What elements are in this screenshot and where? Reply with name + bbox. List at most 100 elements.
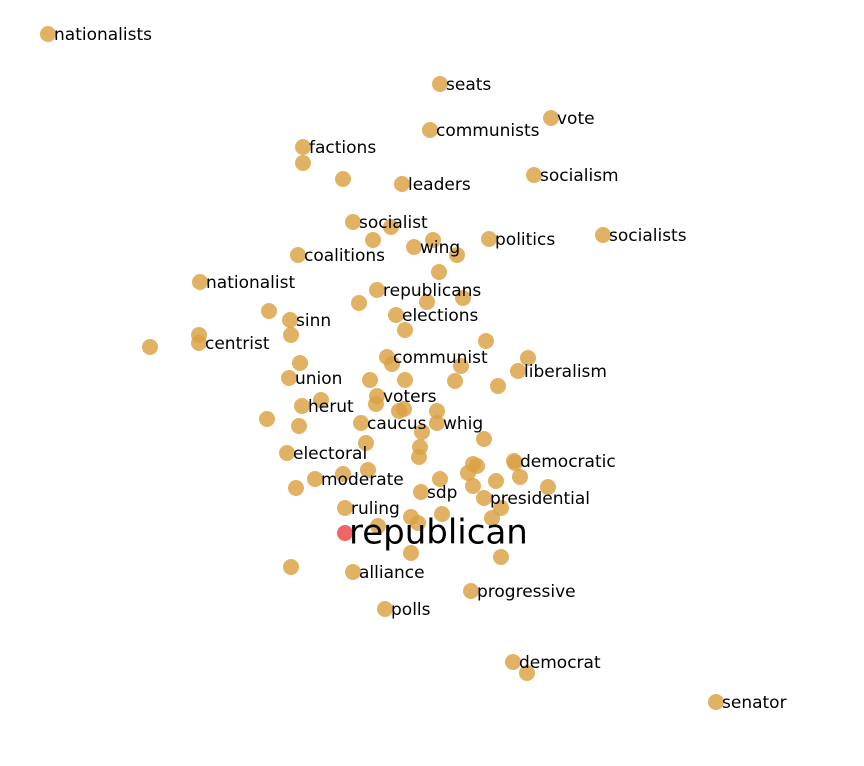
scatter-point-socialists: [595, 227, 611, 243]
scatter-point-unlabeled: [288, 480, 304, 496]
point-label: presidential: [490, 489, 590, 509]
labeled-points-layer: [40, 26, 724, 710]
scatter-point-republicans: [369, 282, 385, 298]
point-label: elections: [402, 306, 479, 326]
scatter-point-unlabeled: [370, 518, 386, 534]
scatter-point-unlabeled: [476, 431, 492, 447]
point-label: politics: [495, 230, 555, 250]
scatter-point-unlabeled: [291, 418, 307, 434]
scatter-point-unlabeled: [410, 515, 426, 531]
scatter-point-centrist: [191, 335, 207, 351]
scatter-point-unlabeled: [292, 355, 308, 371]
scatter-point-presidential: [476, 490, 492, 506]
scatter-point-unlabeled: [460, 465, 476, 481]
point-label: ruling: [351, 499, 400, 519]
scatter-point-vote: [543, 110, 559, 126]
scatter-point-socialism: [526, 167, 542, 183]
scatter-point-unlabeled: [358, 435, 374, 451]
point-label: electoral: [293, 444, 367, 464]
point-label: whig: [443, 414, 483, 434]
scatter-point-sinn: [282, 312, 298, 328]
point-label: democratic: [520, 452, 616, 472]
scatter-point-unlabeled: [512, 469, 528, 485]
point-label: wing: [420, 238, 460, 258]
scatter-point-unlabeled: [397, 322, 413, 338]
point-label: democrat: [519, 653, 601, 673]
scatter-point-unlabeled: [432, 471, 448, 487]
point-label: seats: [446, 75, 491, 95]
point-label: nationalists: [54, 25, 152, 45]
point-label: coalitions: [304, 246, 385, 266]
scatter-point-unlabeled: [397, 372, 413, 388]
scatter-point-unlabeled: [142, 339, 158, 355]
scatter-point-unlabeled: [295, 155, 311, 171]
scatter-point-unlabeled: [360, 462, 376, 478]
scatter-point-electoral: [279, 445, 295, 461]
scatter-point-herut: [294, 398, 310, 414]
scatter-point-unlabeled: [261, 303, 277, 319]
scatter-point-unlabeled: [351, 295, 367, 311]
scatter-point-unlabeled: [478, 333, 494, 349]
scatter-point-unlabeled: [490, 378, 506, 394]
scatter-point-unlabeled: [396, 401, 412, 417]
scatter-point-senator: [708, 694, 724, 710]
scatter-point-unlabeled: [429, 403, 445, 419]
scatter-point-unlabeled: [419, 294, 435, 310]
scatter-point-democratic: [506, 453, 522, 469]
scatter-point-unlabeled: [259, 411, 275, 427]
scatter-point-unlabeled: [519, 665, 535, 681]
point-label: communist: [393, 348, 488, 368]
scatter-point-seats: [432, 76, 448, 92]
scatter-point-unlabeled: [313, 392, 329, 408]
scatter-point-politics: [481, 231, 497, 247]
scatter-point-communist: [379, 349, 395, 365]
scatter-point-democrat: [505, 654, 521, 670]
point-label: sdp: [427, 483, 457, 503]
scatter-point-elections: [388, 307, 404, 323]
point-label: herut: [308, 397, 354, 417]
scatter-point-unlabeled: [383, 219, 399, 235]
scatter-point-progressive: [463, 583, 479, 599]
scatter-point-factions: [295, 139, 311, 155]
focus-word-label: republican: [349, 513, 528, 553]
scatter-point-republican: [337, 525, 353, 541]
point-label: senator: [722, 693, 787, 713]
scatter-point-wing: [406, 239, 422, 255]
point-label: leaders: [408, 175, 471, 195]
scatter-point-unlabeled: [447, 373, 463, 389]
scatter-point-unlabeled: [425, 232, 441, 248]
scatter-point-liberalism: [510, 363, 526, 379]
point-label: socialists: [609, 226, 687, 246]
scatter-point-unlabeled: [540, 479, 556, 495]
scatter-point-unlabeled: [414, 424, 430, 440]
scatter-point-unlabeled: [493, 549, 509, 565]
scatter-point-caucus: [353, 415, 369, 431]
scatter-point-socialist: [345, 214, 361, 230]
scatter-point-nationalists: [40, 26, 56, 42]
point-labels-layer: nationalists seats vote communists factions s…: [54, 25, 787, 713]
point-label: voters: [383, 387, 437, 407]
point-label: alliance: [359, 563, 425, 583]
scatter-point-union: [281, 370, 297, 386]
scatter-point-unlabeled: [283, 327, 299, 343]
point-label: republicans: [383, 281, 481, 301]
point-label: vote: [557, 109, 595, 129]
point-label: socialist: [359, 213, 428, 233]
scatter-point-leaders: [394, 176, 410, 192]
scatter-point-unlabeled: [434, 506, 450, 522]
scatter-point-alliance: [345, 564, 361, 580]
unlabeled-points-layer: [142, 155, 556, 681]
scatter-point-unlabeled: [283, 559, 299, 575]
scatter-point-coalitions: [290, 247, 306, 263]
scatter-point-voters: [369, 388, 385, 404]
scatter-point-whig: [429, 415, 445, 431]
point-label: centrist: [205, 334, 270, 354]
scatter-point-nationalist: [192, 274, 208, 290]
scatter-point-unlabeled: [403, 545, 419, 561]
point-label: factions: [309, 138, 376, 158]
scatter-point-unlabeled: [465, 478, 481, 494]
point-label: sinn: [296, 311, 331, 331]
scatter-point-unlabeled: [411, 449, 427, 465]
scatter-point-unlabeled: [455, 290, 471, 306]
point-label: progressive: [477, 582, 576, 602]
